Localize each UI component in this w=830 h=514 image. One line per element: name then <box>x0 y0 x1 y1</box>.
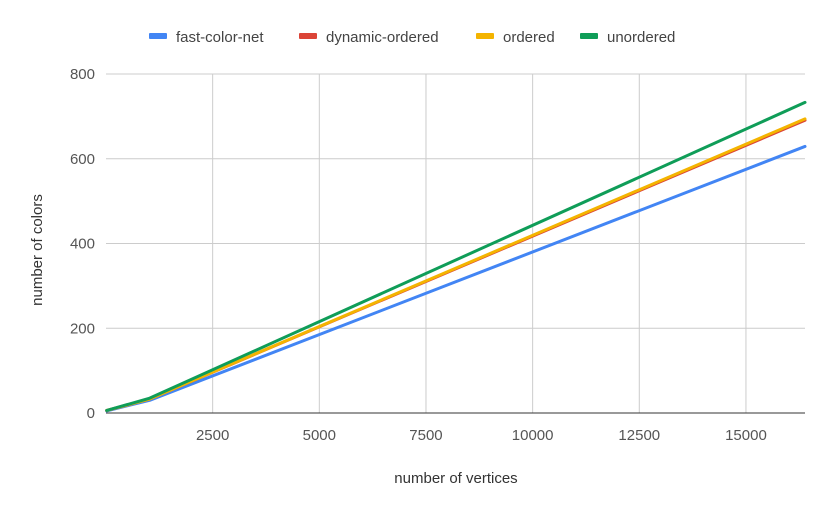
y-axis-title: number of colors <box>29 194 46 306</box>
y-tick-label: 800 <box>70 66 95 83</box>
legend-swatch-ordered <box>476 33 494 39</box>
x-tick-label: 5000 <box>303 427 336 444</box>
legend-swatch-dynamic-ordered <box>299 33 317 39</box>
legend-label-dynamic-ordered: dynamic-ordered <box>326 29 439 46</box>
legend-label-fast-color-net: fast-color-net <box>176 29 264 46</box>
series-lines <box>105 100 807 413</box>
grid-lines <box>106 73 805 414</box>
x-tick-label: 7500 <box>409 427 442 444</box>
y-tick-label: 200 <box>70 320 95 337</box>
y-tick-label: 600 <box>70 151 95 168</box>
x-tick-label: 12500 <box>618 427 660 444</box>
x-tick-label: 2500 <box>196 427 229 444</box>
y-axis-ticks: 0 200 400 600 800 <box>70 66 95 422</box>
series-line-ordered <box>105 117 807 412</box>
x-tick-label: 10000 <box>512 427 554 444</box>
legend: fast-color-net dynamic-ordered ordered unor… <box>149 29 675 46</box>
y-tick-label: 400 <box>70 236 95 253</box>
x-tick-label: 15000 <box>725 427 767 444</box>
x-axis-ticks: 2500 5000 7500 10000 12500 15000 <box>196 427 767 444</box>
legend-swatch-unordered <box>580 33 598 39</box>
legend-label-ordered: ordered <box>503 29 555 46</box>
legend-label-unordered: unordered <box>607 29 675 46</box>
y-tick-label: 0 <box>87 405 95 422</box>
x-axis-title: number of vertices <box>394 470 517 487</box>
legend-swatch-fast-color-net <box>149 33 167 39</box>
series-line-unordered <box>105 100 807 412</box>
